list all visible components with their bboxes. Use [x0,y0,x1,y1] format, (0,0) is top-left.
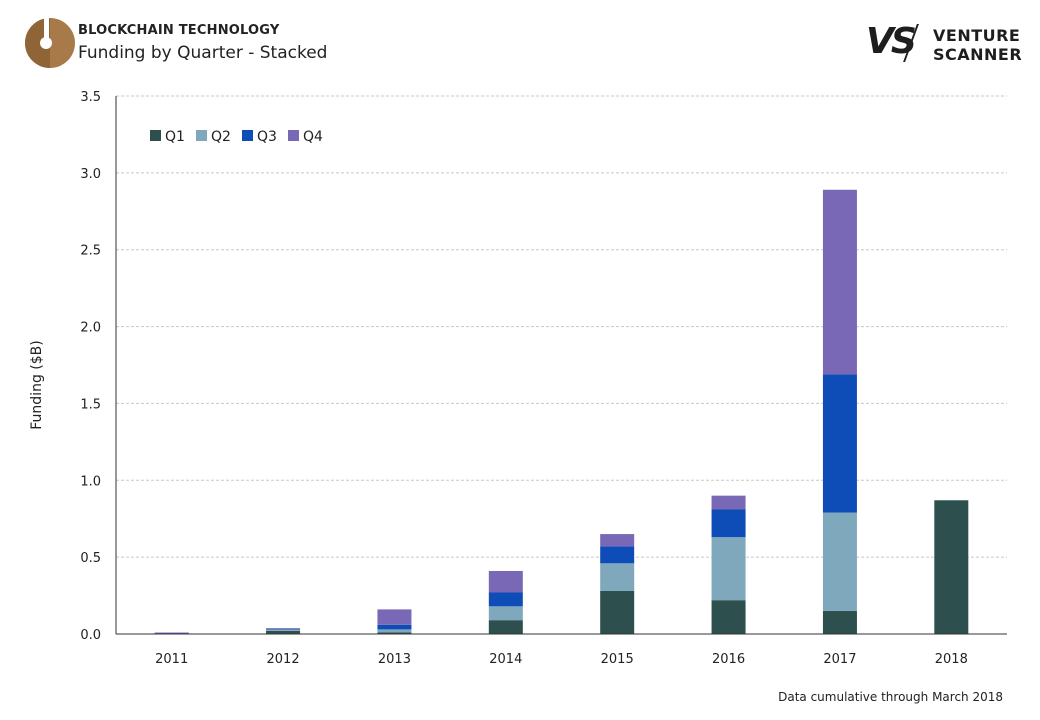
y-tick-label: 3.0 [80,167,101,182]
chart-legend: Q1 Q2 Q3 Q4 [150,129,323,145]
bar-segment-q4-2017 [822,189,857,375]
y-axis-ticks: 0.0 0.5 1.0 1.5 2.0 2.5 3.0 3.5 [80,90,101,643]
legend-label-q3: Q3 [257,129,277,145]
brand-mark: VS [866,21,917,62]
y-tick-label: 2.5 [80,244,101,259]
bar-segment-q2-2012 [266,629,301,631]
x-tick-label: 2017 [823,652,856,667]
legend-swatch-q3 [242,130,253,141]
company-logo-icon [25,17,75,68]
legend-label-q1: Q1 [165,129,185,145]
brand-name: VENTURE SCANNER [933,26,1022,64]
bar-segment-q2-2014 [488,606,523,621]
bar-segment-q4-2013 [377,609,412,625]
x-axis-ticks: 2011 2012 2013 2014 2015 2016 2017 2018 [155,652,968,667]
page-title: Funding by Quarter - Stacked [78,43,328,63]
bar-segment-q3-2014 [488,592,523,607]
bar-segment-q1-2016 [711,600,746,634]
bar-segment-q4-2016 [711,495,746,510]
bar-segment-q1-2015 [600,590,635,634]
x-tick-label: 2018 [935,652,968,667]
legend-swatch-q4 [288,130,299,141]
bar-segment-q3-2013 [377,624,412,630]
bar-segment-q1-2017 [822,610,857,634]
legend-label-q2: Q2 [211,129,231,145]
y-tick-label: 2.0 [80,321,101,336]
y-tick-label: 1.0 [80,474,101,489]
chart-bars [154,189,969,635]
x-tick-label: 2013 [378,652,411,667]
bar-segment-q3-2016 [711,509,746,538]
y-tick-label: 1.5 [80,397,101,412]
footnote: Data cumulative through March 2018 [778,690,1003,704]
y-tick-label: 0.0 [80,628,101,643]
bar-segment-q3-2017 [822,374,857,513]
y-tick-label: 0.5 [80,551,101,566]
x-tick-label: 2011 [155,652,188,667]
x-tick-label: 2014 [489,652,522,667]
x-tick-label: 2012 [267,652,300,667]
bar-segment-q2-2016 [711,537,746,601]
y-tick-label: 3.5 [80,90,101,105]
bar-segment-q4-2011 [154,632,189,634]
x-tick-label: 2015 [601,652,634,667]
bar-segment-q1-2018 [934,500,969,634]
bar-segment-q1-2014 [488,620,523,634]
header-kicker: BLOCKCHAIN TECHNOLOGY [78,23,280,38]
legend-swatch-q1 [150,130,161,141]
legend-swatch-q2 [196,130,207,141]
bar-segment-q3-2012 [266,628,301,630]
brand-name-line1: VENTURE [933,26,1021,45]
brand-name-line2: SCANNER [933,45,1023,64]
bar-segment-q1-2013 [377,632,412,634]
chart-gridlines [116,95,1007,558]
legend-label-q4: Q4 [303,129,323,145]
bar-segment-q4-2012 [266,628,301,629]
brand-logo: VS VENTURE SCANNER [866,22,1026,68]
y-axis-label: Funding ($B) [29,340,45,429]
bar-segment-q4-2014 [488,570,523,593]
bar-segment-q1-2012 [266,630,301,634]
bar-segment-q2-2017 [822,512,857,611]
bar-segment-q3-2015 [600,546,635,564]
bar-segment-q2-2013 [377,629,412,633]
bar-segment-q2-2015 [600,563,635,591]
x-tick-label: 2016 [712,652,745,667]
chart-axes [115,96,1007,635]
bar-segment-q4-2015 [600,534,635,547]
